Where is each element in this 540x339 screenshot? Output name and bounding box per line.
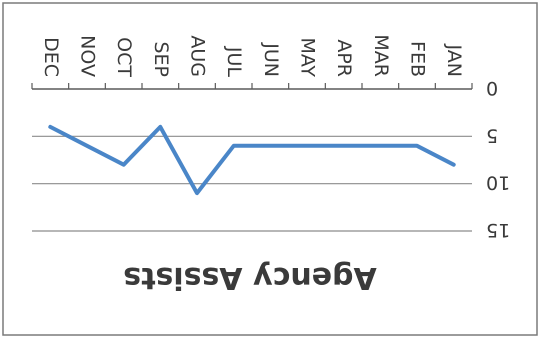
x-axis	[31, 83, 473, 90]
rotated-plot-group: 0 5 10 15 JAN FEB MAR APR MAY JUN JUL AUG SEP OCT NOV…	[31, 34, 510, 295]
y-tick-label-0: 0	[486, 77, 498, 99]
x-tick-label-jan: JAN	[443, 44, 465, 77]
x-tick-label-jun: JUN	[260, 42, 282, 77]
y-axis-tick-labels: 0 5 10 15	[486, 77, 510, 241]
chart-border	[2, 2, 538, 336]
x-tick-label-mar: MAR	[370, 34, 392, 77]
x-tick-label-oct: OCT	[113, 37, 135, 77]
gridlines	[32, 135, 472, 232]
y-tick-label-15: 15	[486, 219, 510, 241]
y-tick-label-10: 10	[486, 172, 510, 194]
x-tick-label-nov: NOV	[77, 35, 99, 77]
chart-title: Agency Assists	[123, 260, 376, 295]
x-axis-tick-labels: JAN FEB MAR APR MAY JUN JUL AUG SEP OCT NOV DEC	[40, 34, 465, 77]
x-tick-label-sep: SEP	[150, 41, 172, 77]
x-tick-label-feb: FEB	[407, 41, 429, 77]
x-tick-label-aug: AUG	[187, 35, 209, 77]
x-tick-label-dec: DEC	[40, 37, 62, 77]
y-tick-label-5: 5	[486, 124, 498, 146]
x-tick-label-may: MAY	[297, 37, 319, 77]
series-lines	[48, 124, 456, 196]
x-tick-label-jul: JUL	[223, 46, 245, 78]
x-tick-label-apr: APR	[333, 39, 355, 77]
series-line-0	[48, 124, 456, 196]
